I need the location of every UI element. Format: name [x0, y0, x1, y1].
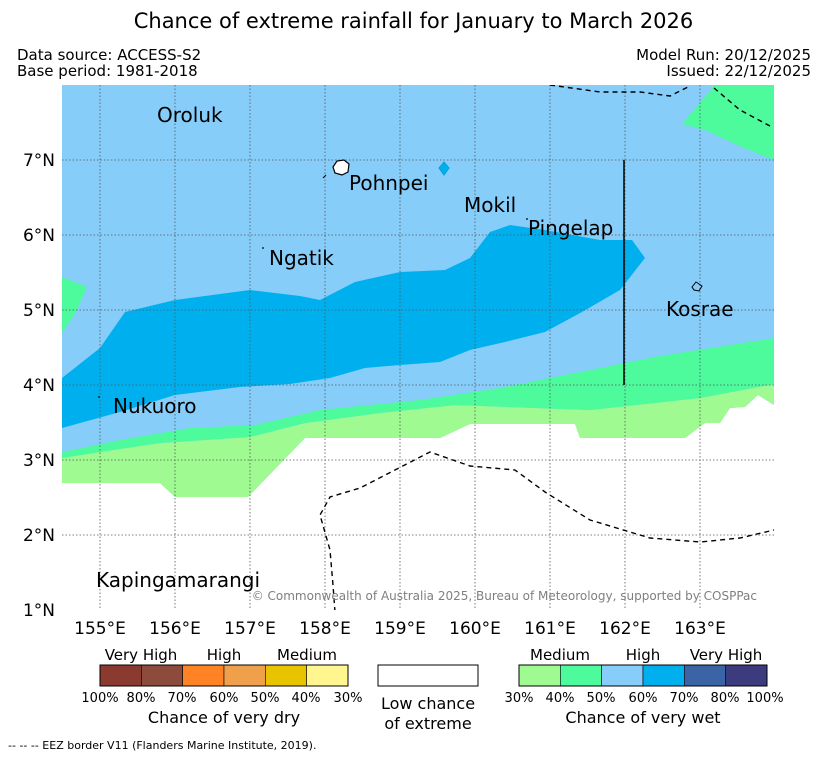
copyright-notice: © Commonwealth of Australia 2025, Bureau…	[252, 589, 757, 603]
model-run: Model Run: 20/12/2025	[636, 46, 811, 64]
lon-label: 158°E	[299, 619, 351, 639]
wet-high-dark-region	[62, 225, 645, 428]
longitude-axis: 155°E 156°E 157°E 158°E 159°E 160°E 161°…	[74, 619, 726, 639]
legend-dry-swatch	[99, 664, 142, 687]
legend-dry-frame	[99, 664, 349, 687]
legend-wet-swatch	[518, 664, 561, 687]
legend-wet-group-label: Medium	[530, 646, 590, 664]
place-label-pohnpei: Pohnpei	[349, 171, 429, 195]
legend-wet: Medium High Very High 30% 40% 50% 60% 70…	[505, 646, 784, 727]
legend-dry-swatches	[99, 664, 349, 687]
issued-date: Issued: 22/12/2025	[666, 62, 811, 80]
wet-medium-patch-northeast	[682, 85, 774, 160]
legend-dry-tick: 30%	[334, 691, 363, 706]
place-label-kapingamarangi: Kapingamarangi	[96, 568, 260, 592]
legend-dry-tick: 40%	[292, 691, 321, 706]
latitude-axis: 7°N 6°N 5°N 4°N 3°N 2°N 1°N	[23, 151, 55, 621]
legend-wet-tick: 50%	[587, 691, 616, 706]
place-label-mokil: Mokil	[464, 193, 516, 217]
wet-medium-region	[62, 338, 774, 458]
legend-wet-tick: 70%	[670, 691, 699, 706]
legend-dry-title: Chance of very dry	[148, 708, 300, 727]
legend-wet-tick: 80%	[711, 691, 740, 706]
legend-low-title-line1: Low chance	[381, 694, 475, 713]
legend-wet-swatch	[642, 664, 685, 687]
legend-dry-tick: 100%	[81, 691, 118, 706]
place-label-nukuoro: Nukuoro	[113, 394, 197, 418]
eez-footnote: -- -- -- EEZ border V11 (Flanders Marine…	[8, 739, 317, 752]
lon-label: 163°E	[674, 619, 726, 639]
lat-label: 6°N	[23, 226, 55, 246]
ant-atoll-icon	[322, 174, 327, 179]
legend-dry-swatch	[265, 664, 307, 687]
kosrae-island-icon	[691, 281, 703, 292]
legend-dry-tick: 80%	[127, 691, 156, 706]
legend-dry-tick: 70%	[168, 691, 197, 706]
lat-label: 7°N	[23, 151, 55, 171]
map-title: Chance of extreme rainfall for January t…	[133, 9, 694, 33]
legend-wet-frame	[518, 664, 768, 687]
lon-label: 161°E	[524, 619, 576, 639]
lat-label: 4°N	[23, 376, 55, 396]
place-label-kosrae: Kosrae	[666, 297, 734, 321]
legend-wet-group-label: High	[626, 646, 660, 664]
lon-label: 160°E	[449, 619, 501, 639]
legend-wet-swatch	[684, 664, 726, 687]
lat-label: 2°N	[23, 526, 55, 546]
legend-wet-swatch	[601, 664, 644, 687]
legend-wet-title: Chance of very wet	[565, 708, 720, 727]
map-plot-area	[62, 85, 774, 610]
lat-label: 5°N	[23, 301, 55, 321]
nukuoro-island-icon	[98, 396, 100, 398]
lon-label: 156°E	[149, 619, 201, 639]
legend-wet-tick: 30%	[505, 691, 534, 706]
place-label-ngatik: Ngatik	[269, 246, 334, 270]
lon-label: 155°E	[74, 619, 126, 639]
pohnpei-island-icon	[332, 159, 350, 176]
legend-dry: Very High High Medium 100% 80% 70% 60% 5…	[81, 646, 362, 727]
legend-dry-group-label: High	[207, 646, 241, 664]
legend-dry-swatch	[306, 664, 349, 687]
ngatik-island-icon	[262, 247, 264, 249]
legend-low-title-line2: of extreme	[384, 714, 471, 733]
legend-dry-group-label: Very High	[105, 646, 178, 664]
pingelap-island-icon	[526, 218, 528, 220]
legend-dry-group-label: Medium	[277, 646, 337, 664]
legend-low: Low chance of extreme	[377, 664, 479, 733]
legend-wet-tick: 60%	[629, 691, 658, 706]
legend-wet-tick: 40%	[546, 691, 575, 706]
graticule	[62, 85, 774, 610]
base-period: Base period: 1981-2018	[17, 62, 198, 80]
legend-dry-swatch	[141, 664, 183, 687]
legend-dry-swatch	[223, 664, 266, 687]
legend-dry-tick: 60%	[210, 691, 239, 706]
eez-border	[319, 85, 774, 610]
lon-label: 159°E	[374, 619, 426, 639]
legend-wet-group-label: Very High	[690, 646, 763, 664]
legend-dry-tick: 50%	[251, 691, 280, 706]
legend-wet-tick: 100%	[746, 691, 783, 706]
lon-label: 162°E	[599, 619, 651, 639]
place-label-oroluk: Oroluk	[157, 103, 223, 127]
data-source: Data source: ACCESS-S2	[17, 46, 202, 64]
legend-wet-swatches	[518, 664, 768, 687]
wet-medium-patch-west	[62, 277, 87, 333]
low-chance-region	[62, 395, 774, 610]
lon-label: 157°E	[224, 619, 276, 639]
legend-dry-swatch	[182, 664, 225, 687]
lat-label: 3°N	[23, 451, 55, 471]
mokil-shoal-icon	[438, 161, 450, 176]
place-label-pingelap: Pingelap	[528, 216, 613, 240]
lat-label: 1°N	[23, 601, 55, 621]
legend-wet-swatch	[560, 664, 602, 687]
wet-medium-light-region	[62, 384, 774, 497]
legend-wet-swatch	[725, 664, 768, 687]
legend-low-swatch	[377, 664, 479, 687]
